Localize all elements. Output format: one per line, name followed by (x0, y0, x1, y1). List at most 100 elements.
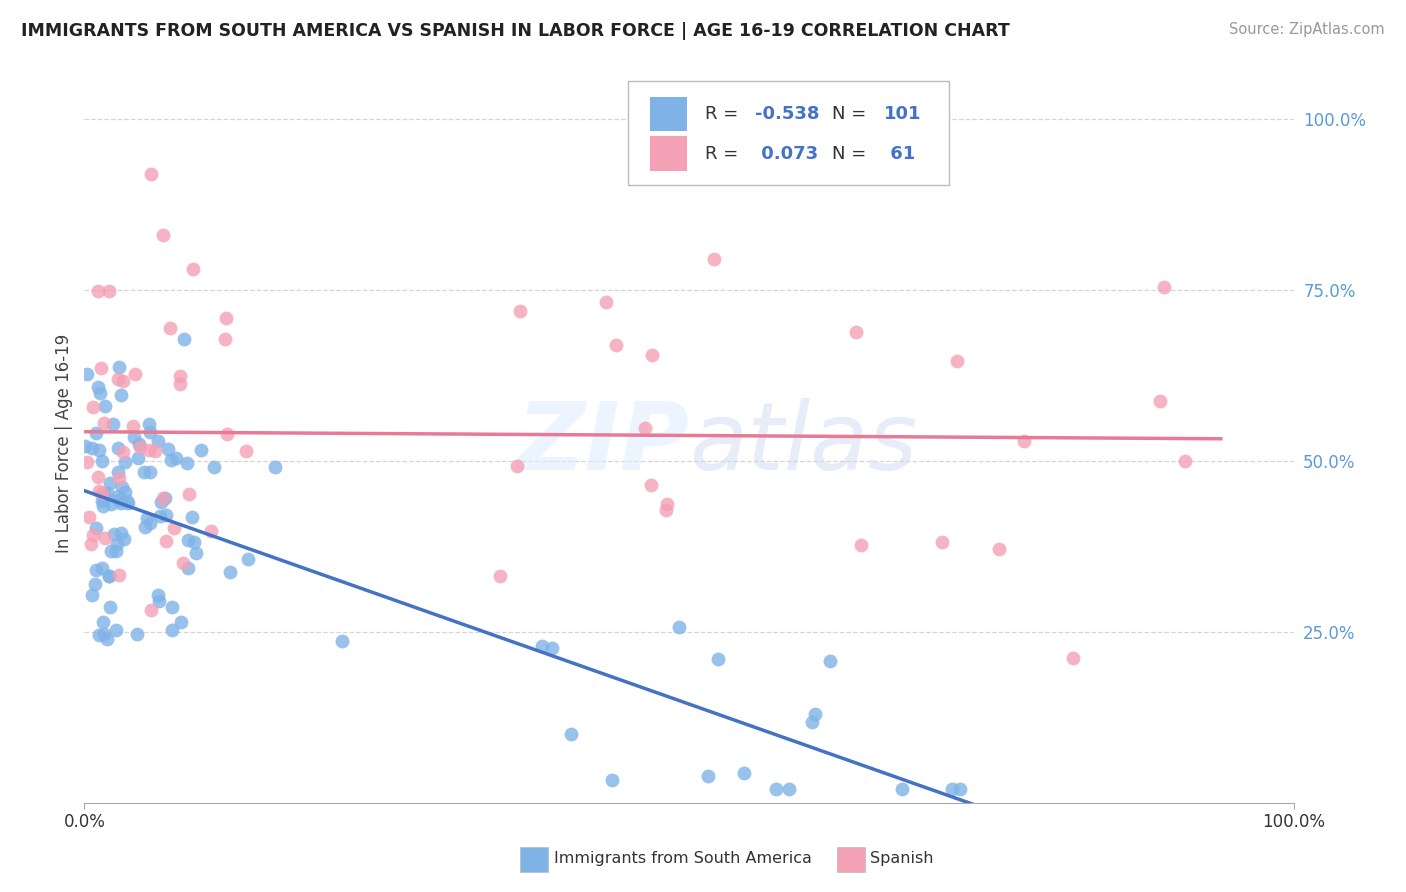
Point (170, 615, 193, 629)
Point (100, 544, 122, 558)
Point (79, 537, 101, 551)
Point (149, 509, 172, 524)
Text: R =: R = (704, 145, 744, 162)
Point (530, 639, 553, 653)
Point (75, 439, 97, 453)
Text: atlas: atlas (689, 398, 917, 490)
Text: N =: N = (831, 145, 872, 162)
Point (107, 359, 129, 374)
Point (141, 603, 163, 617)
Point (165, 450, 187, 465)
Point (655, 503, 678, 517)
Point (668, 620, 690, 634)
Point (105, 537, 128, 551)
Point (135, 511, 157, 525)
Point (138, 417, 160, 431)
Text: Immigrants from South America: Immigrants from South America (554, 851, 811, 865)
Point (159, 320, 181, 334)
Text: -0.538: -0.538 (755, 105, 820, 123)
Point (215, 427, 238, 442)
Point (128, 440, 150, 454)
Text: Source: ZipAtlas.com: Source: ZipAtlas.com (1229, 22, 1385, 37)
Point (152, 228, 174, 243)
Point (105, 623, 128, 637)
Point (128, 437, 150, 451)
Point (186, 546, 208, 560)
Point (169, 368, 191, 383)
Point (84, 577, 107, 591)
Point (110, 526, 132, 541)
Point (93, 627, 115, 641)
Point (76, 455, 98, 469)
Point (641, 348, 664, 362)
Text: R =: R = (704, 105, 744, 123)
Point (150, 495, 173, 509)
Text: ZIP: ZIP (516, 398, 689, 490)
Point (506, 458, 529, 473)
Point (104, 544, 127, 558)
Point (108, 471, 131, 485)
Point (155, 508, 177, 522)
Point (127, 627, 149, 641)
Point (77, 510, 100, 524)
Point (139, 425, 162, 439)
Point (200, 524, 222, 539)
Point (82, 588, 104, 602)
Point (98, 568, 121, 582)
Point (202, 459, 225, 474)
Point (97, 284, 120, 298)
Point (148, 588, 170, 602)
Point (138, 465, 160, 479)
Point (94, 531, 117, 545)
Point (162, 599, 184, 614)
Point (987, 541, 1010, 556)
Point (117, 494, 139, 508)
Point (1153, 280, 1175, 294)
Point (163, 521, 186, 535)
Text: 101: 101 (883, 105, 921, 123)
Point (190, 442, 212, 457)
Point (90, 360, 112, 375)
Point (655, 497, 678, 511)
Point (156, 442, 179, 456)
Point (103, 527, 125, 541)
Point (177, 561, 200, 575)
Point (172, 556, 194, 570)
Point (801, 714, 824, 729)
Point (177, 533, 200, 547)
Point (183, 534, 205, 549)
Point (89, 386, 111, 401)
Point (91, 494, 114, 508)
FancyBboxPatch shape (628, 81, 949, 186)
Point (89, 628, 111, 642)
Point (127, 450, 149, 465)
Point (89, 484, 111, 499)
Text: IMMIGRANTS FROM SOUTH AMERICA VS SPANISH IN LABOR FORCE | AGE 16-19 CORRELATION : IMMIGRANTS FROM SOUTH AMERICA VS SPANISH… (21, 22, 1010, 40)
Point (214, 311, 236, 326)
Point (114, 484, 136, 499)
Point (139, 167, 162, 181)
Point (180, 509, 202, 524)
Point (236, 551, 259, 566)
Text: 0.073: 0.073 (755, 145, 818, 162)
Point (84, 426, 107, 441)
Point (107, 372, 129, 386)
Point (849, 538, 872, 552)
Point (778, 782, 800, 797)
Point (86, 284, 108, 298)
Point (160, 453, 183, 467)
Point (1173, 454, 1195, 468)
Point (214, 332, 236, 346)
Point (169, 376, 191, 391)
Point (111, 374, 134, 388)
Point (114, 455, 136, 469)
Y-axis label: In Labor Force | Age 16-19: In Labor Force | Age 16-19 (55, 334, 73, 553)
Point (605, 338, 627, 352)
Point (112, 532, 135, 546)
Point (82, 528, 104, 542)
Point (89, 443, 111, 458)
Point (634, 421, 657, 435)
Point (139, 516, 162, 531)
Text: 61: 61 (883, 145, 915, 162)
Point (560, 727, 582, 741)
